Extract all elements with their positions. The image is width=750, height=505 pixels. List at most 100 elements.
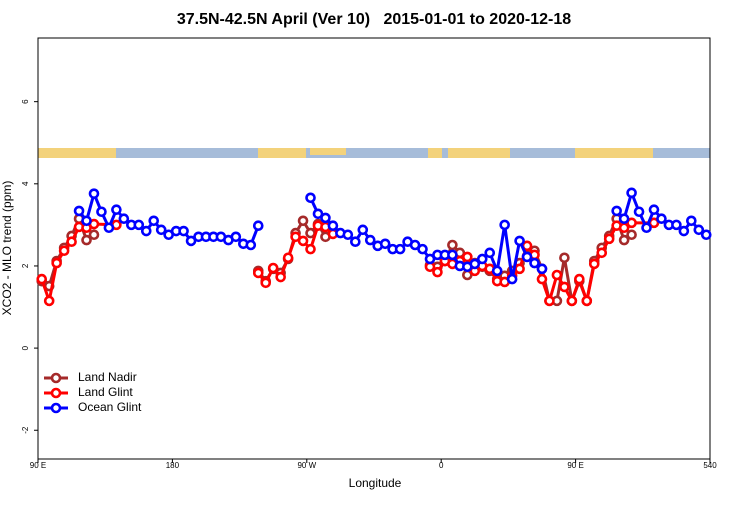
data-point bbox=[155, 224, 167, 236]
data-point bbox=[185, 235, 197, 247]
data-point bbox=[559, 252, 570, 264]
data-point bbox=[521, 251, 533, 263]
data-point bbox=[51, 257, 62, 269]
data-point bbox=[603, 233, 615, 245]
data-point bbox=[447, 249, 458, 261]
land-strip bbox=[448, 148, 510, 158]
data-point bbox=[618, 213, 630, 225]
data-point bbox=[476, 253, 488, 265]
data-point bbox=[88, 188, 100, 199]
data-point bbox=[230, 231, 242, 243]
data-point bbox=[148, 215, 160, 227]
data-point bbox=[394, 243, 406, 255]
data-point bbox=[81, 215, 92, 227]
data-point bbox=[491, 265, 503, 277]
data-point bbox=[618, 234, 630, 246]
data-point bbox=[469, 258, 481, 270]
x-tick-label: 540 bbox=[703, 461, 717, 470]
ocean-strip bbox=[38, 148, 710, 158]
land-strip bbox=[575, 148, 653, 158]
data-point bbox=[118, 213, 130, 225]
data-point bbox=[432, 266, 443, 278]
y-tick-label: -2 bbox=[21, 426, 30, 434]
data-point bbox=[700, 229, 712, 241]
data-point bbox=[73, 205, 85, 217]
data-point bbox=[245, 239, 257, 251]
land-strip bbox=[428, 148, 442, 158]
data-point bbox=[327, 220, 339, 232]
data-point bbox=[342, 229, 354, 241]
data-point bbox=[140, 225, 152, 237]
legend-label: Land Glint bbox=[78, 385, 133, 399]
data-point bbox=[417, 243, 428, 255]
data-point bbox=[290, 231, 301, 243]
data-point bbox=[252, 267, 264, 279]
data-point bbox=[633, 206, 645, 218]
land-strip bbox=[38, 148, 116, 158]
y-tick-label: 4 bbox=[21, 181, 30, 186]
data-point bbox=[36, 273, 48, 285]
legend-marker bbox=[50, 387, 62, 399]
x-tick-label: 0 bbox=[439, 461, 444, 470]
x-tick-label: 90 W bbox=[297, 461, 316, 470]
y-tick-label: 2 bbox=[21, 263, 30, 268]
data-point bbox=[424, 253, 436, 265]
data-point bbox=[648, 204, 660, 215]
data-point bbox=[409, 239, 421, 251]
data-point bbox=[484, 247, 496, 259]
data-point bbox=[514, 263, 525, 275]
x-axis-label: Longitude bbox=[349, 476, 402, 490]
data-point bbox=[529, 257, 540, 269]
data-point bbox=[357, 224, 369, 236]
land-strip bbox=[310, 148, 346, 155]
data-point bbox=[506, 273, 518, 285]
data-point bbox=[267, 262, 279, 274]
plot-frame bbox=[37, 37, 711, 460]
y-tick-label: 0 bbox=[21, 345, 30, 350]
data-point bbox=[320, 212, 331, 224]
data-point bbox=[260, 277, 272, 289]
map-strip bbox=[38, 148, 710, 158]
data-point bbox=[275, 271, 286, 283]
data-point bbox=[96, 206, 107, 218]
x-tick-label: 90 E bbox=[567, 461, 583, 470]
data-point bbox=[678, 225, 690, 237]
data-point bbox=[514, 235, 525, 247]
data-point bbox=[447, 239, 458, 251]
data-point bbox=[66, 236, 77, 248]
data-point bbox=[611, 205, 622, 217]
data-point bbox=[626, 229, 637, 241]
data-point bbox=[544, 295, 555, 307]
data-point bbox=[581, 295, 593, 307]
legend-label: Ocean Glint bbox=[78, 400, 142, 414]
data-point bbox=[686, 215, 697, 227]
data-point bbox=[536, 273, 548, 285]
data-point bbox=[626, 217, 637, 229]
data-point bbox=[350, 236, 361, 248]
data-point bbox=[297, 235, 309, 247]
data-point bbox=[641, 222, 652, 234]
data-point bbox=[133, 219, 145, 231]
land-strip bbox=[258, 148, 306, 158]
data-point bbox=[297, 215, 309, 227]
data-point bbox=[252, 220, 264, 232]
chart-title: 37.5N-42.5N April (Ver 10) 2015-01-01 to… bbox=[177, 11, 571, 28]
data-point bbox=[626, 187, 637, 199]
y-axis-label: XCO2 - MLO trend (ppm) bbox=[0, 181, 14, 316]
data-point bbox=[536, 263, 548, 275]
data-point bbox=[559, 281, 570, 293]
legend-label: Land Nadir bbox=[78, 370, 137, 384]
x-tick-label: 90 E bbox=[30, 461, 46, 470]
data-point bbox=[574, 273, 585, 285]
data-point bbox=[551, 269, 563, 281]
data-point bbox=[103, 222, 115, 234]
data-point bbox=[88, 229, 100, 241]
data-point bbox=[43, 295, 55, 307]
data-point bbox=[305, 192, 316, 204]
legend-marker bbox=[50, 372, 62, 384]
data-point bbox=[305, 243, 316, 255]
data-point bbox=[656, 213, 667, 225]
data-point bbox=[596, 247, 608, 259]
data-point bbox=[178, 225, 189, 237]
